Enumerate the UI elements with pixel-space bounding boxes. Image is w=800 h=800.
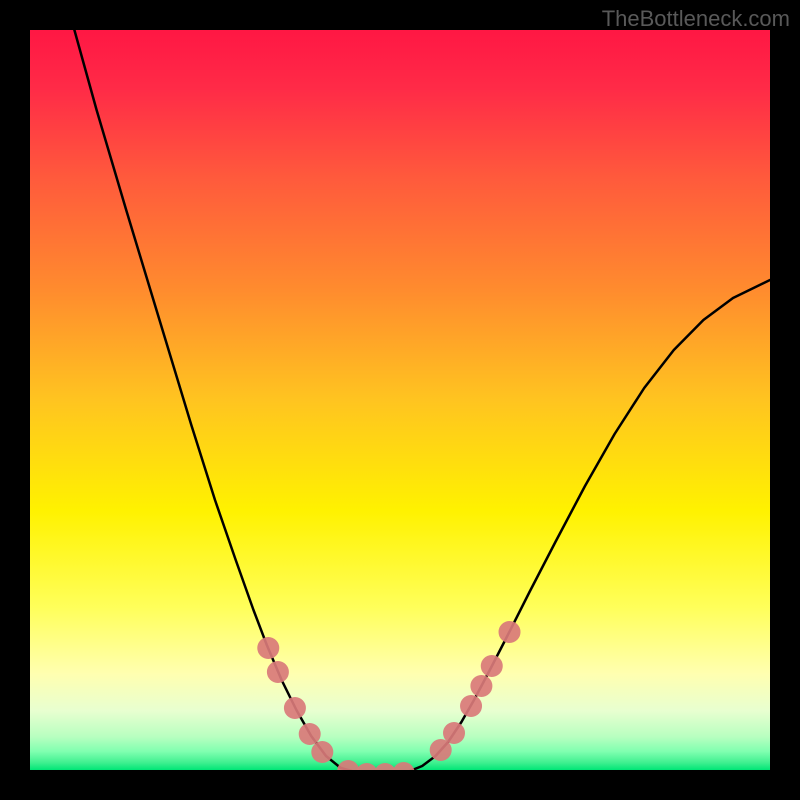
plot-area bbox=[30, 30, 770, 770]
watermark-text: TheBottleneck.com bbox=[602, 6, 790, 32]
chart-canvas: TheBottleneck.com bbox=[0, 0, 800, 800]
gradient-background bbox=[30, 30, 770, 770]
